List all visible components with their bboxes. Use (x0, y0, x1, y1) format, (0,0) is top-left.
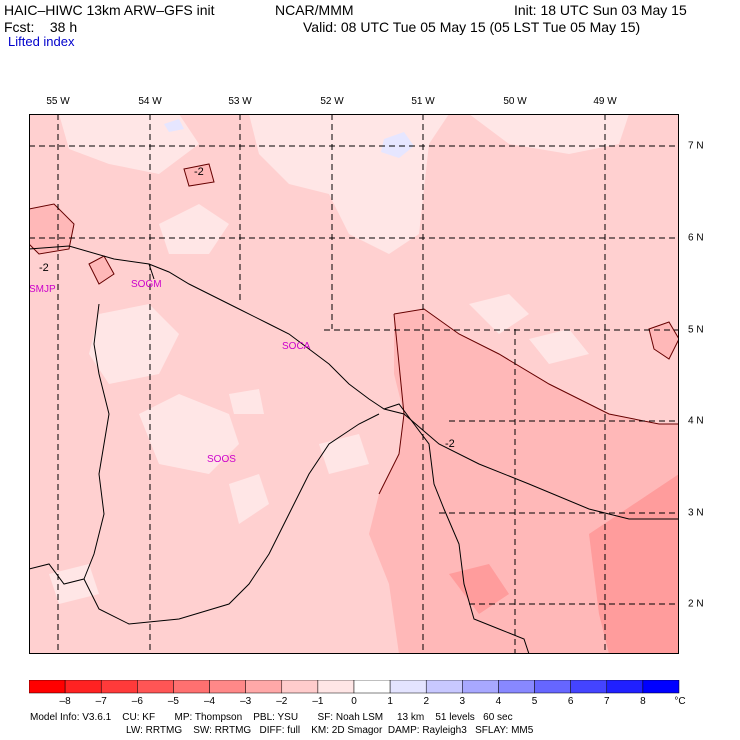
lon-label: 51 W (411, 96, 435, 107)
lat-label: 7 N (688, 140, 704, 152)
lon-label: 49 W (593, 96, 617, 107)
colorbar-tick-label: –7 (95, 696, 107, 707)
colorbar (29, 680, 680, 694)
init-time: Init: 18 UTC Sun 03 May 15 (514, 2, 687, 18)
colorbar-cell (353, 680, 391, 694)
colorbar-unit: °C (674, 696, 686, 707)
colorbar-cell (209, 680, 246, 694)
lon-label: 55 W (46, 96, 70, 107)
colorbar-cell (137, 680, 174, 694)
forecast-hour: Fcst: 38 h (4, 19, 78, 35)
colorbar-cell (317, 680, 355, 694)
lon-label: 54 W (138, 96, 162, 107)
colorbar-tick-label: –3 (240, 696, 252, 707)
organization: NCAR/MMM (275, 2, 354, 18)
lat-label: 6 N (688, 232, 704, 244)
station-label: SMJP (29, 284, 56, 295)
lat-label: 4 N (688, 415, 704, 427)
colorbar-tick-label: 8 (640, 696, 646, 707)
colorbar-tick-label: 7 (603, 696, 610, 707)
colorbar-tick-label: 6 (567, 696, 574, 707)
lat-label: 3 N (688, 507, 704, 519)
model-info-line1: Model Info: V3.6.1 CU: KF MP: Thompson P… (30, 712, 513, 723)
lon-label: 53 W (228, 96, 252, 107)
colorbar-tick-label: –4 (203, 696, 216, 707)
positive-field-regions (164, 119, 414, 158)
colorbar-cell (281, 680, 319, 694)
colorbar-tick-label: –6 (131, 696, 143, 707)
station-label: SOOS (207, 454, 236, 465)
model-info-line2: LW: RRTMG SW: RRTMG DIFF: full KM: 2D Sm… (126, 725, 534, 736)
colorbar-cell (606, 680, 644, 694)
colorbar-cell (425, 680, 463, 694)
colorbar-cell (570, 680, 608, 694)
colorbar-cell (498, 680, 535, 694)
lon-label: 52 W (320, 96, 344, 107)
station-label: SOGM (131, 279, 162, 290)
map-panel: -2 -2 -2 SMJP SOGM SOCA SOOS (29, 114, 679, 654)
colorbar-cell (29, 680, 66, 694)
map-frame (29, 114, 679, 654)
model-title: HAIC–HIWC 13km ARW–GFS init (4, 2, 215, 18)
colorbar-tick-label: 5 (531, 696, 538, 707)
station-label: SOCA (282, 341, 311, 352)
contour-label: -2 (194, 166, 204, 178)
lon-label: 50 W (503, 96, 527, 107)
colorbar-cell (462, 680, 499, 694)
colorbar-cell (534, 680, 571, 694)
colorbar-tick-label: 0 (351, 696, 357, 707)
colorbar-tick-label: –1 (312, 696, 324, 707)
colorbar-cell (245, 680, 283, 694)
colorbar-tick-label: –8 (59, 696, 71, 707)
colorbar-cell (642, 680, 680, 694)
colorbar-tick-label: 2 (423, 696, 429, 707)
colorbar-cell (64, 680, 102, 694)
colorbar-tick-label: 1 (387, 696, 393, 707)
valid-time: Valid: 08 UTC Tue 05 May 15 (05 LST Tue … (303, 19, 641, 35)
contour-label: -2 (445, 438, 455, 450)
colorbar-tick-label: –5 (167, 696, 179, 707)
colorbar-cell (389, 680, 427, 694)
colorbar-tick-label: –2 (276, 696, 288, 707)
coastlines-and-borders (29, 245, 679, 654)
colorbar-cell (100, 680, 138, 694)
field-name: Lifted index (8, 34, 75, 49)
colorbar-cell (173, 680, 210, 694)
colorbar-tick-label: 4 (495, 696, 502, 707)
contour-lines (29, 163, 679, 495)
lat-label: 5 N (688, 324, 704, 336)
lat-lon-grid (29, 114, 679, 654)
contour-label: -2 (39, 262, 49, 274)
colorbar-tick-label: 3 (459, 696, 466, 707)
lat-label: 2 N (688, 598, 704, 610)
